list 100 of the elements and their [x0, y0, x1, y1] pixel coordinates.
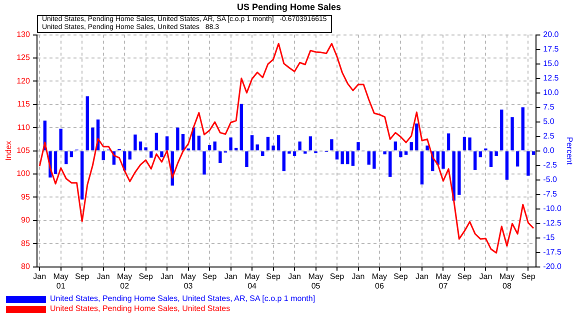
bar: [474, 151, 477, 170]
bar: [102, 151, 105, 160]
bar: [446, 133, 450, 150]
chart-title: US Pending Home Sales: [236, 2, 342, 12]
bar: [388, 151, 392, 177]
x-tick-label: Jan: [96, 272, 110, 281]
bar: [351, 151, 355, 166]
bar: [176, 128, 180, 150]
y-tick-label: 90: [21, 216, 30, 225]
bar: [526, 151, 530, 176]
bar: [59, 128, 62, 150]
bar: [240, 104, 244, 150]
bar: [272, 146, 275, 150]
bar: [505, 151, 509, 180]
y2-tick-label: -17.5: [543, 248, 562, 257]
bar: [458, 151, 461, 195]
bar: [372, 151, 376, 169]
bar: [154, 132, 158, 150]
y2-tick-label: 17.5: [543, 44, 560, 54]
x-tick-label: Jan: [160, 272, 174, 281]
bar: [86, 96, 89, 150]
bar: [229, 137, 232, 150]
bar: [532, 151, 536, 155]
bar: [426, 146, 429, 150]
bar: [462, 136, 466, 150]
x-tick-label: Jan: [479, 272, 492, 281]
y2-tick-label: 7.5: [543, 102, 555, 112]
y-axis-title: Index: [4, 141, 14, 161]
bar: [234, 148, 238, 150]
x-tick-label: May 08: [499, 272, 515, 290]
y2-tick-label: 12.5: [543, 74, 560, 83]
bar: [298, 142, 302, 150]
bar: [468, 137, 472, 150]
bar: [494, 151, 498, 156]
bar: [250, 135, 254, 150]
y2-tick-label: -10.0: [543, 204, 562, 214]
bar: [415, 124, 418, 150]
bar: [288, 151, 291, 154]
x-tick-label: May 07: [436, 272, 451, 290]
bar: [213, 142, 216, 150]
bar: [165, 136, 169, 150]
bar: [340, 151, 344, 164]
bar: [276, 135, 280, 150]
bar: [410, 142, 413, 150]
bar: [202, 151, 206, 175]
x-tick-label: Jan: [416, 272, 428, 281]
x-tick-label: Sep: [457, 272, 472, 281]
x-tick-label: May 05: [308, 272, 324, 290]
bar: [266, 136, 270, 150]
y2-tick-label: 0.0: [543, 146, 555, 156]
bar: [330, 139, 334, 150]
bar: [64, 151, 68, 164]
bar: [256, 144, 259, 150]
x-tick-label: Sep: [394, 272, 408, 281]
x-tick-label: Sep: [266, 272, 281, 281]
legend-label: United States, Pending Home Sales, United States: [50, 304, 230, 314]
bar: [521, 107, 524, 150]
y-tick-label: 100: [16, 169, 30, 178]
bar: [489, 151, 493, 168]
bar: [383, 151, 386, 154]
bar: [356, 142, 360, 150]
bar: [394, 142, 398, 150]
bar: [335, 151, 339, 160]
bar: [54, 151, 58, 174]
bar: [181, 134, 185, 150]
bar: [261, 151, 264, 156]
y-tick-label: 110: [17, 122, 30, 132]
x-tick-label: May 01: [53, 272, 68, 290]
y-tick-label: 125: [16, 53, 30, 62]
x-tick-label: Sep: [521, 272, 536, 281]
x-tick-label: May 02: [117, 272, 132, 290]
y2-tick-label: 20.0: [543, 30, 560, 40]
bar: [404, 151, 408, 155]
bar: [134, 134, 137, 150]
x-tick-label: Jan: [224, 272, 238, 281]
y-tick-label: 85: [21, 238, 30, 248]
y-tick-label: 120: [16, 76, 30, 86]
bar: [245, 151, 248, 168]
bar: [500, 110, 504, 150]
x-tick-label: Sep: [202, 272, 218, 281]
x-tick-label: Jan: [352, 272, 365, 281]
y2-tick-label: 5.0: [543, 117, 555, 126]
bar: [292, 151, 296, 156]
bar: [144, 147, 148, 150]
bar: [208, 145, 212, 150]
y-tick-label: 95: [21, 192, 30, 202]
bar: [367, 151, 370, 165]
bar: [420, 151, 424, 184]
x-tick-label: Jan: [33, 272, 46, 281]
y2-tick-label: -7.5: [543, 190, 558, 199]
bar: [128, 151, 132, 160]
bar: [516, 151, 520, 166]
y2-tick-label: -20.0: [543, 262, 562, 272]
x-tick-label: May 06: [372, 272, 388, 290]
bar: [160, 151, 164, 158]
bar: [510, 117, 514, 150]
y2-tick-label: -5.0: [543, 175, 558, 184]
y-tick-label: 80: [21, 262, 30, 272]
bar: [150, 151, 153, 158]
x-tick-label: Sep: [138, 272, 154, 281]
